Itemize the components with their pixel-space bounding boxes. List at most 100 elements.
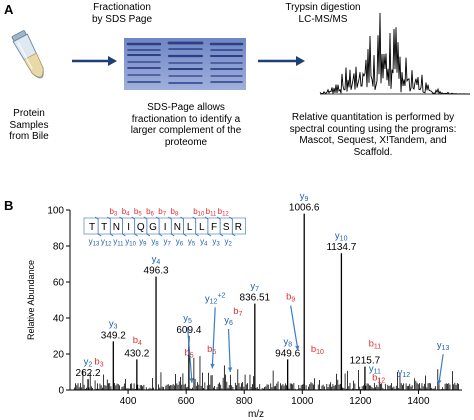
y-axis-label: Relative Abundance	[26, 260, 36, 340]
caption-line: SDS-Page allows	[147, 102, 225, 113]
cleavage-mark	[155, 216, 163, 237]
peak-mz-label: 430.2	[124, 348, 149, 359]
y-ion-label: y5	[188, 237, 196, 248]
y-ion-label: y11	[113, 237, 124, 248]
sequence-residue: T	[101, 222, 107, 233]
b-ion-label: b3	[110, 207, 118, 218]
ion-label: b6	[207, 344, 216, 356]
y-tick-label: 20	[53, 350, 65, 361]
cleavage-mark	[204, 216, 212, 237]
sequence-residue: Q	[137, 222, 145, 233]
annotation-arrow	[211, 307, 216, 369]
step2-title: Trypsin digestion LC-MS/MS	[258, 2, 388, 25]
panel-b-label: B	[4, 198, 14, 213]
ion-label: b10	[311, 344, 324, 356]
annotation-arrow	[438, 354, 444, 385]
ion-label: b4	[133, 335, 142, 347]
ion-label: y4	[152, 254, 161, 266]
y-ion-label: y9	[139, 237, 147, 248]
x-axis-label: m/z	[248, 409, 264, 420]
x-tick-label: 400	[120, 396, 137, 407]
cleavage-mark	[94, 216, 102, 237]
caption-line: larger complement of the	[130, 125, 242, 136]
y-ion-label: y12	[101, 237, 112, 248]
y-ion-label: y13	[89, 237, 100, 248]
peak-mz-label: 496.3	[144, 266, 169, 277]
caption-line: Scaffold.	[353, 146, 393, 158]
x-tick-label: 1000	[291, 396, 314, 407]
ion-label: b11	[369, 338, 382, 350]
y-tick-label: 40	[53, 314, 65, 325]
y-ion-label: y3	[212, 237, 220, 248]
sequence-residue: R	[235, 222, 242, 233]
step2-title-line: Trypsin digestion	[285, 2, 361, 13]
ion-label: y12+2	[205, 292, 226, 305]
ms-ms-spectrum-chart: 0 20 40 60 80 100 400 600 800 1000 1200 1400 m/z Rela…	[26, 191, 462, 420]
y-ion-label: y7	[164, 237, 172, 248]
sequence-residue: I	[164, 222, 167, 233]
y-tick-label: 100	[47, 206, 64, 217]
flow-arrow-icon	[258, 56, 305, 66]
b-ion-label: b12	[218, 207, 230, 218]
caption-line: from Bile	[9, 131, 49, 142]
y-ion-label: y2	[225, 237, 233, 248]
ion-label: y7	[250, 281, 259, 293]
peak-mz-label: 262.2	[76, 368, 101, 379]
peak-mz-label: 1215.7	[350, 356, 381, 367]
caption-line: Protein	[13, 108, 45, 119]
peak-mz-label: 949.6	[275, 348, 300, 359]
cleavage-mark	[119, 216, 126, 237]
cleavage-mark	[107, 216, 114, 237]
x-tick-label: 600	[178, 396, 195, 407]
y-tick-label: 80	[53, 242, 65, 253]
ion-label: y2	[84, 356, 93, 368]
step2-title-line: LC-MS/MS	[298, 13, 348, 25]
sequence-residue: T	[89, 222, 95, 233]
annotation-arrow	[227, 328, 231, 373]
y-ion-label: y10	[125, 237, 136, 248]
b-ion-label: b10	[193, 207, 205, 218]
cleavage-mark	[180, 216, 187, 237]
caption-line: spectral counting using the programs:	[289, 123, 457, 135]
peak-mz-label: 836.51	[240, 293, 271, 304]
ion-label: y8	[283, 337, 292, 349]
peak-mz-label: 349.2	[101, 330, 126, 341]
y-tick-label: 60	[53, 278, 65, 289]
arrow-head-icon	[295, 345, 300, 351]
sample-tube-icon	[11, 30, 44, 79]
ion-label: y10	[335, 230, 348, 242]
ion-label: y3	[109, 319, 118, 331]
panel-a-label: A	[4, 2, 14, 17]
annotation-arrow	[290, 305, 299, 351]
sequence-residue: L	[187, 222, 193, 233]
arrow-head-icon	[210, 363, 215, 369]
step1-title: Fractionation by SDS Page	[72, 2, 172, 25]
cleavage-mark	[131, 216, 138, 237]
x-tick-label: 800	[236, 396, 253, 407]
b-ion-label: b11	[206, 207, 217, 218]
sequence-residue: G	[149, 222, 157, 233]
sequence-residue: S	[223, 222, 230, 233]
y-ion-label: y6	[176, 237, 184, 248]
sequence-residue: F	[211, 222, 217, 233]
y-tick-label: 0	[58, 386, 64, 397]
arrow-head-icon	[227, 367, 233, 372]
y-ion-label: y4	[200, 237, 208, 248]
cleavage-mark	[143, 216, 151, 237]
ion-label: b3	[94, 356, 103, 368]
caption-protein-samples: Protein Samples from Bile	[0, 108, 58, 143]
b-ion-label: b7	[158, 207, 166, 218]
cleavage-mark	[192, 216, 199, 237]
b-ion-label: b5	[134, 207, 142, 218]
cleavage-mark	[168, 216, 175, 237]
annotation-arrow	[187, 327, 193, 383]
b-ion-label: b4	[122, 207, 130, 218]
peak-mz-label: 609.4	[176, 325, 201, 336]
caption-line: Mascot, Sequest, X!Tandem, and	[299, 135, 447, 146]
ion-label: y5	[183, 313, 192, 325]
x-tick-label: 1200	[349, 396, 372, 407]
ion-label: b9	[286, 292, 295, 304]
step1-title-line: by SDS Page	[91, 13, 153, 25]
caption-line: Relative quantitation is performed by	[291, 112, 455, 123]
sequence-residue: L	[199, 222, 205, 233]
